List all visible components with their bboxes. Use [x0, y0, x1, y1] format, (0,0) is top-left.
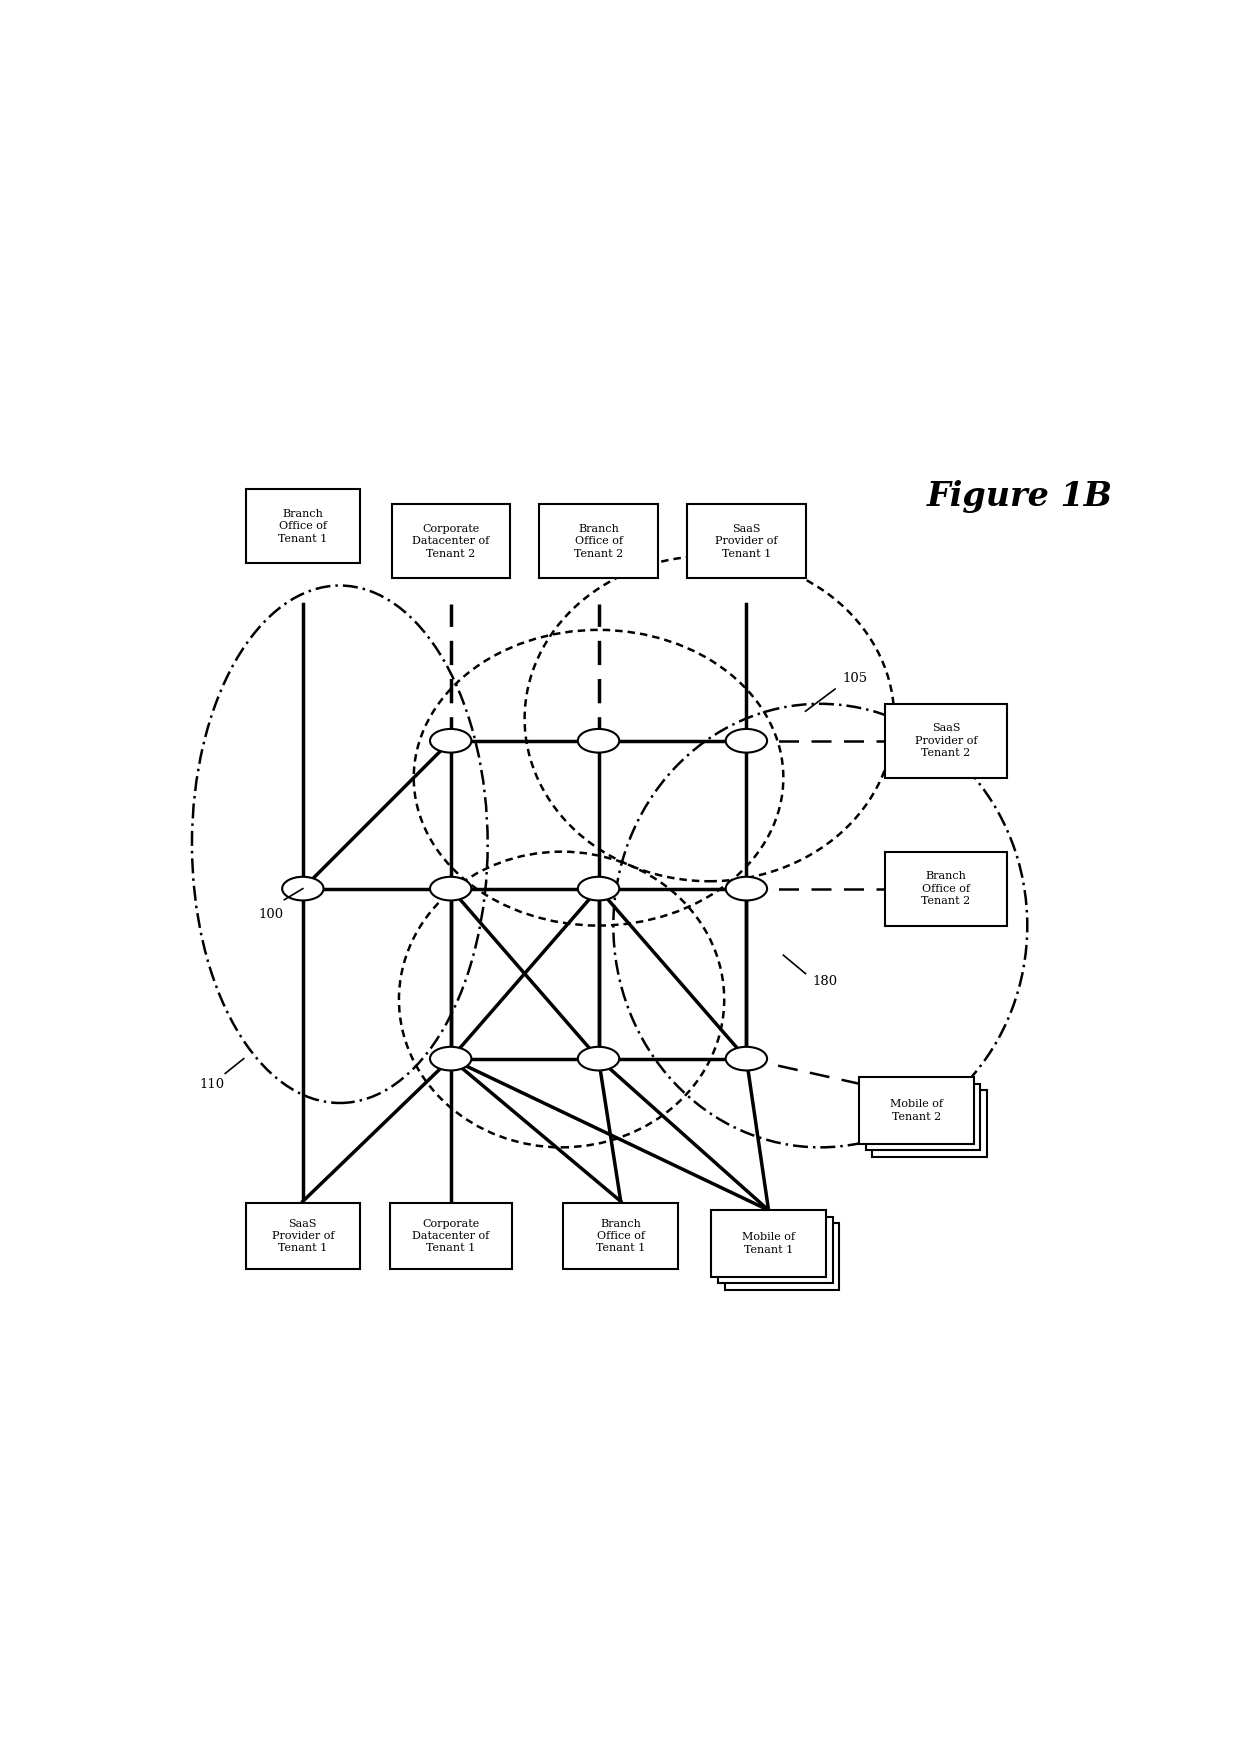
- FancyBboxPatch shape: [718, 1216, 832, 1283]
- Text: 100: 100: [258, 907, 284, 921]
- Ellipse shape: [430, 729, 471, 752]
- Ellipse shape: [430, 876, 471, 900]
- FancyBboxPatch shape: [389, 1202, 512, 1269]
- Ellipse shape: [578, 1047, 619, 1070]
- FancyBboxPatch shape: [246, 489, 360, 564]
- FancyBboxPatch shape: [687, 504, 806, 578]
- FancyBboxPatch shape: [859, 1077, 973, 1143]
- FancyBboxPatch shape: [885, 703, 1007, 778]
- Ellipse shape: [283, 876, 324, 900]
- Ellipse shape: [430, 1047, 471, 1070]
- Text: Branch
Office of
Tenant 2: Branch Office of Tenant 2: [574, 524, 624, 558]
- Text: SaaS
Provider of
Tenant 1: SaaS Provider of Tenant 1: [272, 1218, 334, 1253]
- FancyBboxPatch shape: [246, 1202, 360, 1269]
- Text: 105: 105: [842, 672, 868, 684]
- Text: SaaS
Provider of
Tenant 1: SaaS Provider of Tenant 1: [715, 524, 777, 558]
- FancyBboxPatch shape: [866, 1084, 981, 1150]
- Ellipse shape: [725, 876, 768, 900]
- FancyBboxPatch shape: [563, 1202, 678, 1269]
- Ellipse shape: [578, 729, 619, 752]
- Ellipse shape: [725, 1047, 768, 1070]
- Text: SaaS
Provider of
Tenant 2: SaaS Provider of Tenant 2: [915, 724, 977, 757]
- FancyBboxPatch shape: [392, 504, 510, 578]
- FancyBboxPatch shape: [724, 1223, 839, 1290]
- Ellipse shape: [725, 729, 768, 752]
- Text: Mobile of
Tenant 2: Mobile of Tenant 2: [890, 1099, 942, 1122]
- Text: Mobile of
Tenant 1: Mobile of Tenant 1: [742, 1232, 795, 1255]
- FancyBboxPatch shape: [712, 1211, 826, 1277]
- Text: Figure 1B: Figure 1B: [928, 480, 1114, 513]
- Text: Corporate
Datacenter of
Tenant 1: Corporate Datacenter of Tenant 1: [412, 1218, 490, 1253]
- FancyBboxPatch shape: [539, 504, 657, 578]
- Text: 110: 110: [200, 1078, 224, 1091]
- Text: 180: 180: [813, 975, 838, 988]
- Text: Branch
Office of
Tenant 1: Branch Office of Tenant 1: [278, 510, 327, 544]
- FancyBboxPatch shape: [873, 1091, 987, 1157]
- Text: Branch
Office of
Tenant 2: Branch Office of Tenant 2: [921, 871, 971, 906]
- Ellipse shape: [578, 876, 619, 900]
- Text: Corporate
Datacenter of
Tenant 2: Corporate Datacenter of Tenant 2: [412, 524, 490, 558]
- Text: Branch
Office of
Tenant 1: Branch Office of Tenant 1: [596, 1218, 645, 1253]
- FancyBboxPatch shape: [885, 852, 1007, 925]
